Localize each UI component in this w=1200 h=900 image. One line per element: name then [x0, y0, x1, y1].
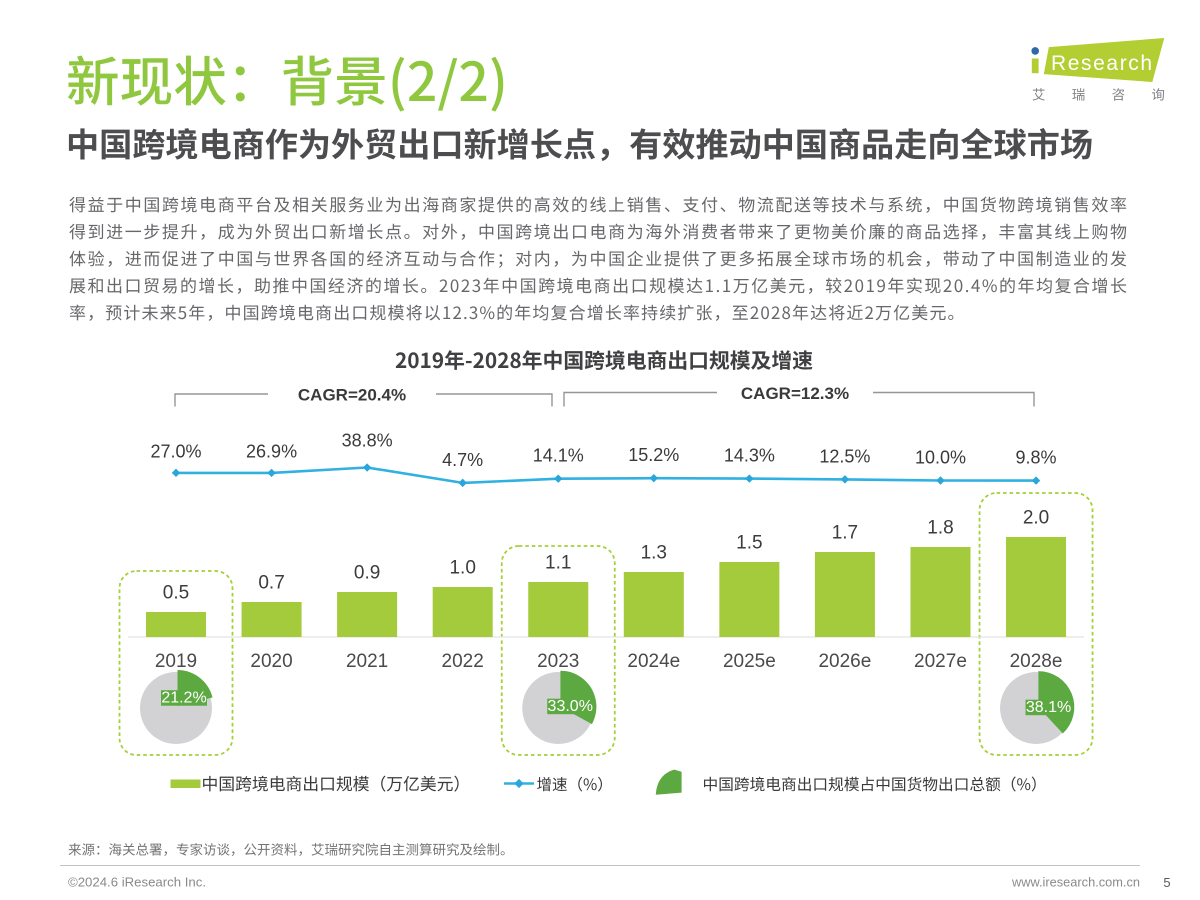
svg-text:12.5%: 12.5%	[819, 446, 870, 466]
svg-text:1.7: 1.7	[832, 523, 858, 544]
svg-text:2027e: 2027e	[914, 651, 967, 672]
svg-text:27.0%: 27.0%	[150, 441, 201, 461]
svg-text:0.5: 0.5	[163, 583, 189, 604]
svg-text:0.9: 0.9	[354, 563, 380, 584]
svg-text:2024e: 2024e	[627, 651, 680, 672]
svg-text:2022: 2022	[442, 651, 484, 672]
svg-text:Research: Research	[1051, 52, 1154, 75]
svg-text:CAGR=20.4%: CAGR=20.4%	[298, 386, 406, 405]
svg-text:2025e: 2025e	[723, 651, 776, 672]
svg-text:5: 5	[1163, 875, 1170, 890]
svg-text:1.3: 1.3	[641, 543, 667, 564]
svg-text:33.0%: 33.0%	[548, 698, 593, 715]
svg-text:2021: 2021	[346, 651, 388, 672]
svg-text:21.2%: 21.2%	[161, 690, 206, 707]
svg-text:2028e: 2028e	[1010, 651, 1063, 672]
svg-text:1.1: 1.1	[545, 553, 571, 574]
svg-text:2020: 2020	[250, 651, 292, 672]
svg-text:14.1%: 14.1%	[533, 446, 584, 466]
svg-text:2019: 2019	[155, 651, 197, 672]
svg-text:1.5: 1.5	[736, 533, 762, 554]
svg-text:©2024.6 iResearch Inc.: ©2024.6 iResearch Inc.	[68, 875, 206, 890]
svg-text:CAGR=12.3%: CAGR=12.3%	[741, 384, 849, 403]
svg-text:26.9%: 26.9%	[246, 441, 297, 461]
svg-text:38.8%: 38.8%	[342, 431, 393, 451]
svg-text:2026e: 2026e	[818, 651, 871, 672]
svg-text:1.0: 1.0	[449, 558, 475, 579]
svg-text:9.8%: 9.8%	[1016, 448, 1057, 468]
svg-text:15.2%: 15.2%	[628, 445, 679, 465]
svg-text:4.7%: 4.7%	[442, 450, 483, 470]
svg-text:38.1%: 38.1%	[1026, 699, 1071, 716]
svg-text:14.3%: 14.3%	[724, 446, 775, 466]
svg-text:10.0%: 10.0%	[915, 448, 966, 468]
svg-text:0.7: 0.7	[258, 573, 284, 594]
svg-text:2.0: 2.0	[1023, 508, 1049, 529]
svg-text:2023: 2023	[537, 651, 579, 672]
svg-text:1.8: 1.8	[927, 518, 953, 539]
svg-text:www.iresearch.com.cn: www.iresearch.com.cn	[1011, 875, 1140, 890]
